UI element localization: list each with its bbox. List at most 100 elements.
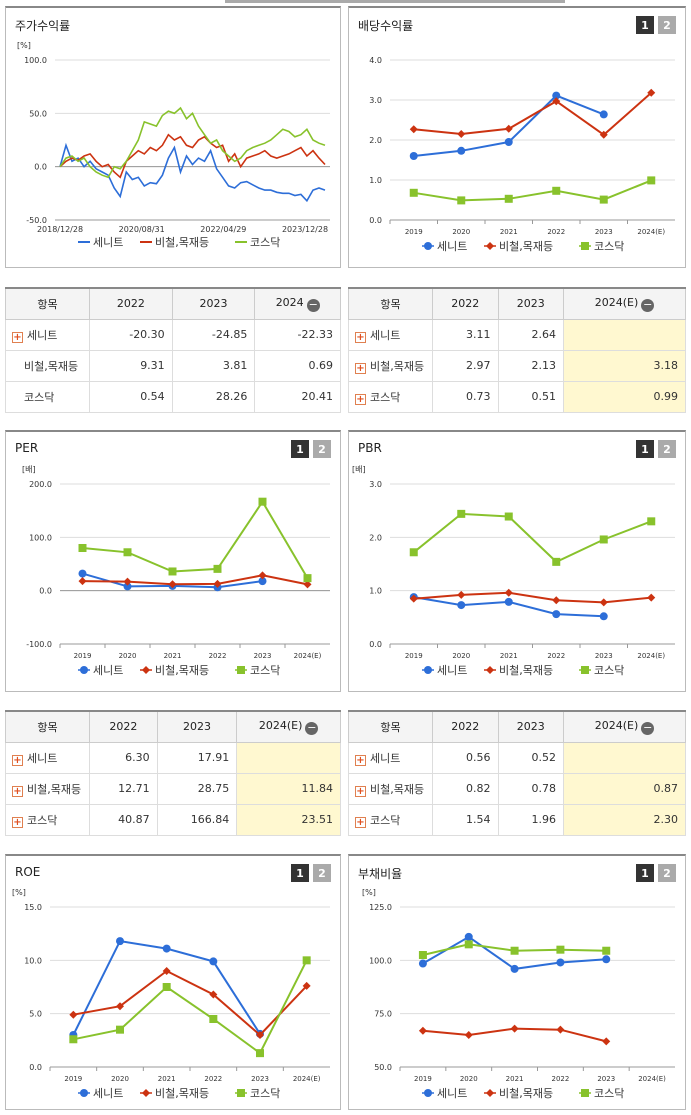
data-point xyxy=(599,535,608,544)
page-1-button[interactable]: 1 xyxy=(636,16,654,34)
data-point xyxy=(510,946,519,955)
expand-plus-icon[interactable]: + xyxy=(355,331,366,343)
y-tick-label: -50.0 xyxy=(26,216,47,225)
page-1-button[interactable]: 1 xyxy=(291,440,309,458)
series-line-1 xyxy=(82,574,308,586)
y-tick-label: 100.0 xyxy=(24,56,47,65)
x-tick-label: 2020 xyxy=(119,652,137,660)
page-2-button[interactable]: 2 xyxy=(313,440,331,458)
series-line-0 xyxy=(59,142,326,203)
panel-dividend: 배당수익률 1 2 xyxy=(348,6,686,268)
y-tick-label: 3.0 xyxy=(369,480,382,489)
data-point xyxy=(599,195,608,204)
expand-plus-icon[interactable]: + xyxy=(12,331,23,343)
x-tick-label: 2021 xyxy=(164,652,182,660)
row-name: 코스닥 xyxy=(24,390,55,404)
data-point xyxy=(213,579,222,588)
table-row: 코스닥 0.54 28.26 20.41 xyxy=(5,380,341,413)
data-point xyxy=(647,176,656,185)
table-cell: 2.13 xyxy=(497,349,564,382)
page-2-button[interactable]: 2 xyxy=(658,440,676,458)
y-tick-label: 1.0 xyxy=(369,176,382,185)
data-point xyxy=(552,97,561,106)
data-point xyxy=(457,590,466,599)
column-header: 2022 xyxy=(89,287,173,320)
legend-swatch-marker xyxy=(80,1089,88,1097)
x-tick-label: 2024(E) xyxy=(293,1075,321,1083)
data-point xyxy=(504,194,513,203)
panel-title-roe: ROE xyxy=(15,865,41,879)
row-name: 세니트 xyxy=(27,751,58,765)
expand-plus-icon[interactable]: + xyxy=(12,816,23,828)
x-tick-label: 2024(E) xyxy=(637,228,665,236)
row-label[interactable]: + 코스닥 xyxy=(348,380,433,413)
table-cell: 1.54 xyxy=(432,803,499,836)
collapse-icon[interactable]: − xyxy=(641,297,655,312)
y-tick-label: 0.0 xyxy=(39,587,52,596)
y-tick-label: 200.0 xyxy=(29,480,52,489)
x-tick-label: 2022 xyxy=(209,652,227,660)
page-2-button[interactable]: 2 xyxy=(658,16,676,34)
expand-plus-icon[interactable]: + xyxy=(355,785,366,797)
expand-plus-icon[interactable]: + xyxy=(12,785,23,797)
collapse-icon[interactable]: − xyxy=(306,297,320,312)
collapse-icon[interactable]: − xyxy=(641,720,655,735)
row-label[interactable]: + 세니트 xyxy=(348,318,433,351)
table-cell: 6.30 xyxy=(89,741,158,774)
page-2-button[interactable]: 2 xyxy=(658,864,676,882)
page-1-button[interactable]: 1 xyxy=(636,440,654,458)
row-name: 세니트 xyxy=(370,328,401,342)
row-name: 세니트 xyxy=(27,328,58,342)
y-tick-label: 10.0 xyxy=(24,956,42,965)
legend-label: 코스닥 xyxy=(250,236,280,249)
expand-plus-icon[interactable]: + xyxy=(355,754,366,766)
data-point xyxy=(556,958,565,967)
data-point xyxy=(602,946,611,955)
table-pbr: 항목 2022 2023 2024(E) − + 세니트 0.56 0.52 + 비철,목재등 0.8… xyxy=(348,710,686,836)
row-label[interactable]: + 세니트 xyxy=(5,741,90,774)
table-cell: -24.85 xyxy=(171,318,256,351)
x-tick-label: 2019 xyxy=(74,652,92,660)
table-cell: -22.33 xyxy=(254,318,341,351)
page-1-button[interactable]: 1 xyxy=(636,864,654,882)
row-label[interactable]: + 세니트 xyxy=(5,318,90,351)
data-point xyxy=(209,990,218,999)
table-cell: 3.18 xyxy=(563,349,686,382)
legend-label: 비철,목재등 xyxy=(499,664,553,677)
x-tick-label: 2024(E) xyxy=(294,652,322,660)
expand-plus-icon[interactable]: + xyxy=(12,754,23,766)
row-label[interactable]: + 세니트 xyxy=(348,741,433,774)
legend-swatch-marker xyxy=(581,1089,589,1097)
table-cell: 0.69 xyxy=(254,349,341,382)
legend-label: 코스닥 xyxy=(594,240,624,253)
expand-plus-icon[interactable]: + xyxy=(355,393,366,405)
data-point xyxy=(78,544,87,552)
row-label[interactable]: + 코스닥 xyxy=(5,803,90,836)
row-label: 코스닥 xyxy=(5,380,90,413)
row-label[interactable]: + 비철,목재등 xyxy=(348,772,433,805)
table-cell: 23.51 xyxy=(236,803,341,836)
expand-plus-icon[interactable]: + xyxy=(355,362,366,374)
top-tab-bar xyxy=(225,0,565,3)
legend-label: 세니트 xyxy=(437,664,467,677)
data-point xyxy=(256,1049,264,1058)
x-tick-label: 2023 xyxy=(251,1075,269,1083)
row-label[interactable]: + 비철,목재등 xyxy=(5,772,90,805)
row-label[interactable]: + 코스닥 xyxy=(348,803,433,836)
data-point xyxy=(162,967,171,975)
row-name: 비철,목재등 xyxy=(370,782,425,796)
row-label[interactable]: + 비철,목재등 xyxy=(348,349,433,382)
data-point xyxy=(78,577,87,586)
column-header: 항목 xyxy=(348,710,433,743)
page-1-button[interactable]: 1 xyxy=(291,864,309,882)
x-tick-label: 2024(E) xyxy=(638,1075,666,1083)
legend-label: 코스닥 xyxy=(594,1087,624,1100)
page-2-button[interactable]: 2 xyxy=(313,864,331,882)
data-point xyxy=(504,512,513,521)
legend-swatch-marker xyxy=(237,666,245,674)
collapse-icon[interactable]: − xyxy=(305,720,319,735)
expand-plus-icon[interactable]: + xyxy=(355,816,366,828)
x-tick-label: 2021 xyxy=(500,228,518,236)
data-point xyxy=(464,1031,473,1039)
